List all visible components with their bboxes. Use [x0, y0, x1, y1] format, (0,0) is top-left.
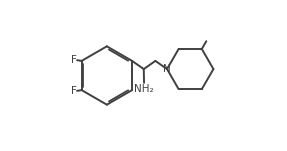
Text: NH₂: NH₂ [134, 84, 154, 94]
Text: F: F [71, 86, 77, 96]
Text: F: F [71, 55, 77, 65]
Text: N: N [163, 64, 171, 74]
